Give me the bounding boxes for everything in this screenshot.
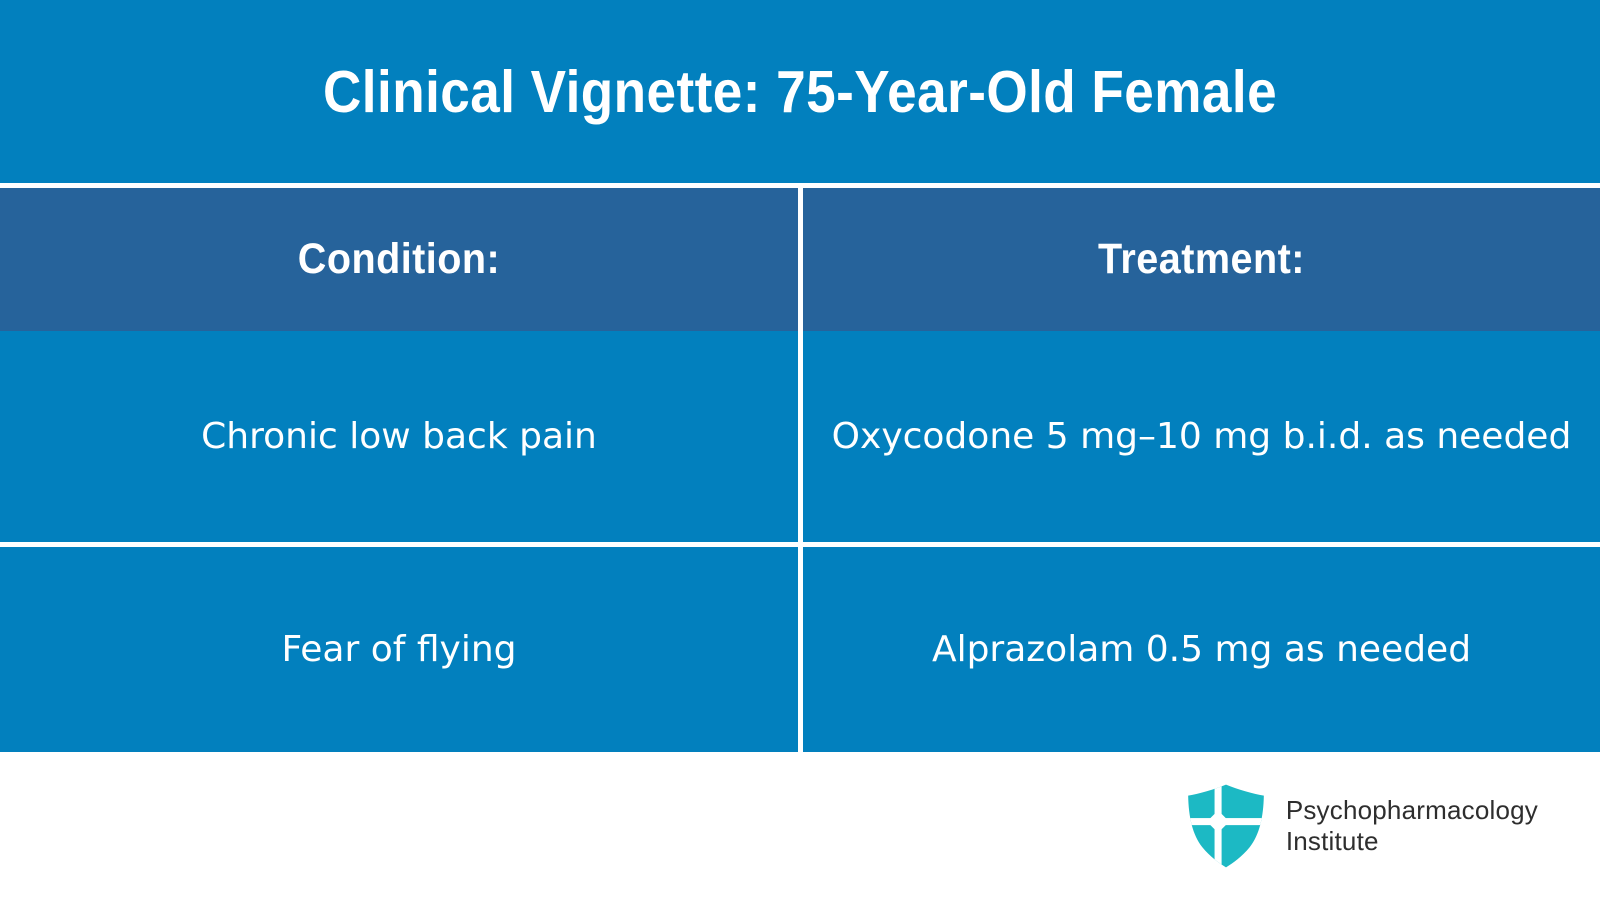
brand-name-line2: Institute [1285,825,1379,856]
condition-value-1: Chronic low back pain [201,416,597,457]
condition-cell-2: Fear of flying [0,547,798,752]
header-cell-condition: Condition: [0,188,798,331]
table-row: Fear of flying Alprazolam 0.5 mg as need… [0,547,1600,752]
column-divider [798,331,803,542]
table-header-row: Condition: Treatment: [0,188,1600,331]
footer: Psychopharmacology Institute [0,752,1600,899]
title-band: Clinical Vignette: 75-Year-Old Female [0,0,1600,183]
condition-cell-1: Chronic low back pain [0,331,798,542]
header-cell-treatment: Treatment: [803,188,1600,331]
treatment-cell-1: Oxycodone 5 mg–10 mg b.i.d. as needed [803,331,1600,542]
brand-name: Psychopharmacology Institute [1286,795,1538,857]
table-row: Chronic low back pain Oxycodone 5 mg–10 … [0,331,1600,542]
column-divider [798,547,803,752]
brand-name-line1: Psychopharmacology [1285,794,1538,825]
condition-value-2: Fear of flying [281,629,517,670]
treatment-value-1: Oxycodone 5 mg–10 mg b.i.d. as needed [831,416,1572,457]
column-header-condition: Condition: [297,235,501,283]
column-header-treatment: Treatment: [1098,235,1305,283]
column-divider [798,188,803,331]
brand-logo: Psychopharmacology Institute [1182,782,1538,870]
table-top-divider [0,183,1600,188]
shield-cross-icon [1187,784,1264,867]
treatment-value-2: Alprazolam 0.5 mg as needed [931,629,1472,670]
treatment-cell-2: Alprazolam 0.5 mg as needed [803,547,1600,752]
page-title: Clinical Vignette: 75-Year-Old Female [322,58,1278,125]
row-divider [0,542,1600,547]
